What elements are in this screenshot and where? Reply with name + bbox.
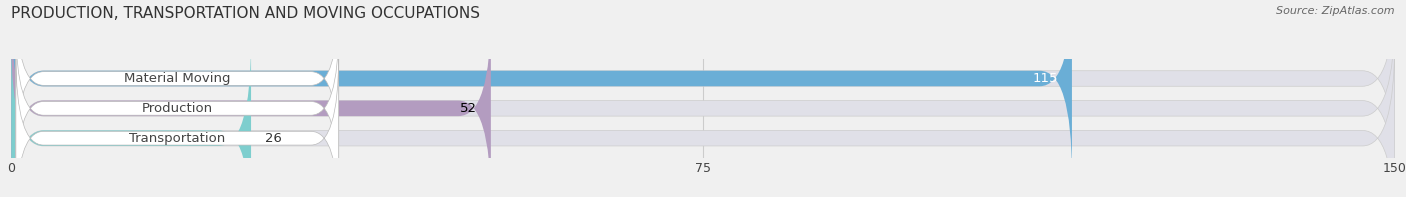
Text: 115: 115	[1032, 72, 1059, 85]
FancyBboxPatch shape	[15, 56, 339, 197]
Text: 52: 52	[460, 102, 477, 115]
FancyBboxPatch shape	[15, 26, 339, 191]
Text: 26: 26	[264, 132, 281, 145]
FancyBboxPatch shape	[11, 0, 1071, 175]
FancyBboxPatch shape	[11, 12, 491, 197]
FancyBboxPatch shape	[15, 0, 339, 161]
FancyBboxPatch shape	[11, 42, 252, 197]
FancyBboxPatch shape	[11, 0, 1395, 175]
Text: Source: ZipAtlas.com: Source: ZipAtlas.com	[1277, 6, 1395, 16]
Text: Production: Production	[142, 102, 212, 115]
Text: Material Moving: Material Moving	[124, 72, 231, 85]
FancyBboxPatch shape	[11, 12, 1395, 197]
Text: PRODUCTION, TRANSPORTATION AND MOVING OCCUPATIONS: PRODUCTION, TRANSPORTATION AND MOVING OC…	[11, 6, 481, 21]
FancyBboxPatch shape	[11, 42, 1395, 197]
Text: Transportation: Transportation	[129, 132, 225, 145]
